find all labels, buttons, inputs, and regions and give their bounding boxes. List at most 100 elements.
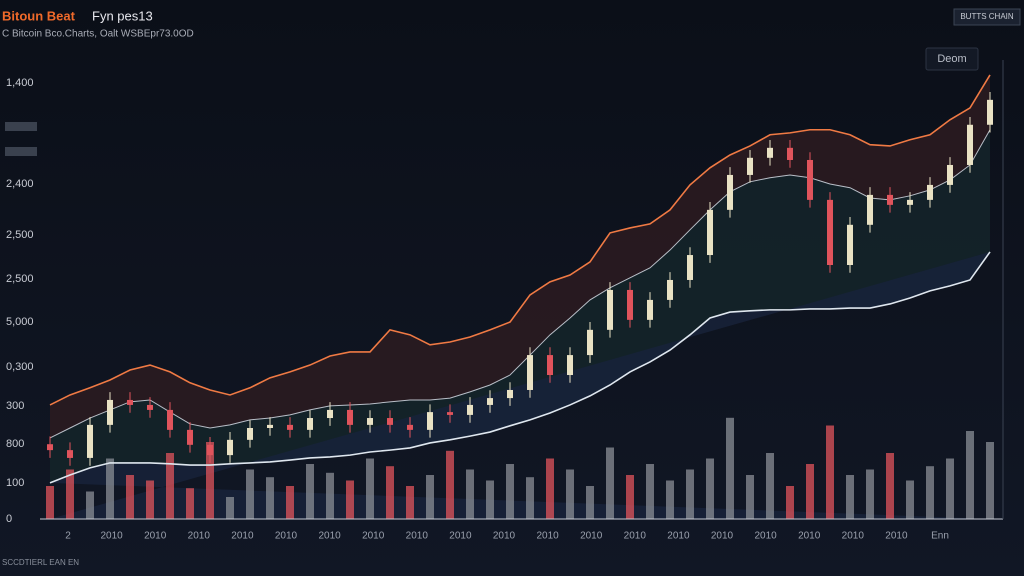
candle-body (987, 99, 993, 125)
x-axis-label: 2010 (667, 531, 690, 542)
candle-body (87, 424, 93, 458)
volume-bar (486, 480, 494, 519)
x-axis-label: 2010 (188, 531, 211, 542)
candle-body (207, 444, 213, 456)
x-axis-label: 2010 (318, 531, 341, 542)
volume-bar (406, 486, 414, 519)
volume-bar (586, 486, 594, 519)
x-axis-label: 2010 (536, 531, 559, 542)
y-axis-label: 300 (6, 400, 24, 412)
volume-bar (106, 458, 114, 519)
candle-body (767, 147, 773, 158)
x-axis-label: 2010 (144, 531, 167, 542)
x-axis-label: 2010 (275, 531, 298, 542)
volume-bar (706, 458, 714, 519)
candle-body (947, 164, 953, 185)
footer: SCCDTIERL EAN EN (2, 558, 79, 567)
volume-bar (966, 431, 974, 519)
volume-bar (726, 417, 734, 519)
candle-body (187, 429, 193, 445)
candle-body (687, 255, 693, 280)
volume-bar (866, 469, 874, 519)
legend-box (925, 47, 979, 71)
candle-body (627, 289, 633, 320)
volume-bar (306, 464, 314, 519)
legend-label: Deom (937, 53, 966, 65)
volume-bar (146, 480, 154, 519)
volume-bar (886, 453, 894, 519)
candle-body (327, 409, 333, 419)
volume-bar (566, 469, 574, 519)
middle-line (49, 129, 991, 439)
candle-body (787, 147, 793, 160)
title-accent: Bitoun Beat (2, 8, 76, 23)
candle-body (587, 329, 593, 356)
chain-button[interactable] (953, 8, 1021, 26)
volume-bar (246, 469, 254, 519)
candle-body (967, 124, 973, 165)
x-axis-label: 2010 (362, 531, 385, 542)
y-axis-label: 0 (6, 513, 12, 525)
candle-body (467, 404, 473, 415)
chain-button-label[interactable]: BUTTS CHAIN (960, 12, 1014, 21)
x-axis-label: 2010 (711, 531, 734, 542)
x-axis-label: 2010 (580, 531, 603, 542)
candle-body (407, 424, 413, 430)
volume-bar (646, 464, 654, 519)
candle-body (167, 409, 173, 430)
x-axis-label: 2010 (231, 531, 254, 542)
volume-bar (506, 464, 514, 519)
candle-body (867, 194, 873, 225)
candle-body (707, 209, 713, 256)
candle-body (567, 355, 573, 376)
candle-body (527, 355, 533, 390)
candle-body (907, 199, 913, 205)
candle-body (287, 424, 293, 430)
candle-body (367, 418, 373, 425)
volume-bar (386, 466, 394, 519)
candle-body (307, 418, 313, 430)
candle-body (487, 398, 493, 405)
candle-body (547, 355, 553, 376)
volume-bar (426, 475, 434, 519)
y-axis-label: 2,500 (6, 273, 34, 285)
volume-bar (346, 480, 354, 519)
volume-bar (226, 497, 234, 519)
candle-body (67, 450, 73, 458)
volume-bar (826, 425, 834, 519)
candle-body (827, 199, 833, 266)
y-axis-label: 800 (6, 438, 24, 450)
candle-body (667, 279, 673, 300)
candle-body (387, 418, 393, 425)
volume-bar (526, 477, 534, 519)
y-axis-label: 0,300 (6, 361, 34, 373)
volume-bar (466, 469, 474, 519)
candle-body (427, 412, 433, 430)
volume-bar (206, 442, 214, 519)
upper-band-fill (50, 74, 990, 438)
candle-body (927, 184, 933, 200)
candle-body (447, 412, 453, 415)
candle-body (607, 289, 613, 330)
volume-bar (266, 477, 274, 519)
chart-subtitle: C Bitcoin Bco.Charts, Oalt WSBEpr73.0OD (2, 29, 194, 40)
volume-bar (986, 442, 994, 519)
volume-bar (666, 480, 674, 519)
volume-bar (606, 447, 614, 519)
volume-bar (66, 469, 74, 519)
candle-body (267, 424, 273, 428)
x-axis-label: 2010 (406, 531, 429, 542)
candle-body (107, 399, 113, 425)
y-axis-label: 2,500 (6, 229, 34, 241)
y-axis-label: 5,000 (6, 316, 34, 328)
candle-body (127, 399, 133, 405)
volume-bar (126, 475, 134, 519)
volume-bar (926, 466, 934, 519)
volume-bar (846, 475, 854, 519)
candle-body (507, 389, 513, 399)
volume-bar (806, 464, 814, 519)
candle-body (227, 439, 233, 456)
volume-bar (766, 453, 774, 519)
